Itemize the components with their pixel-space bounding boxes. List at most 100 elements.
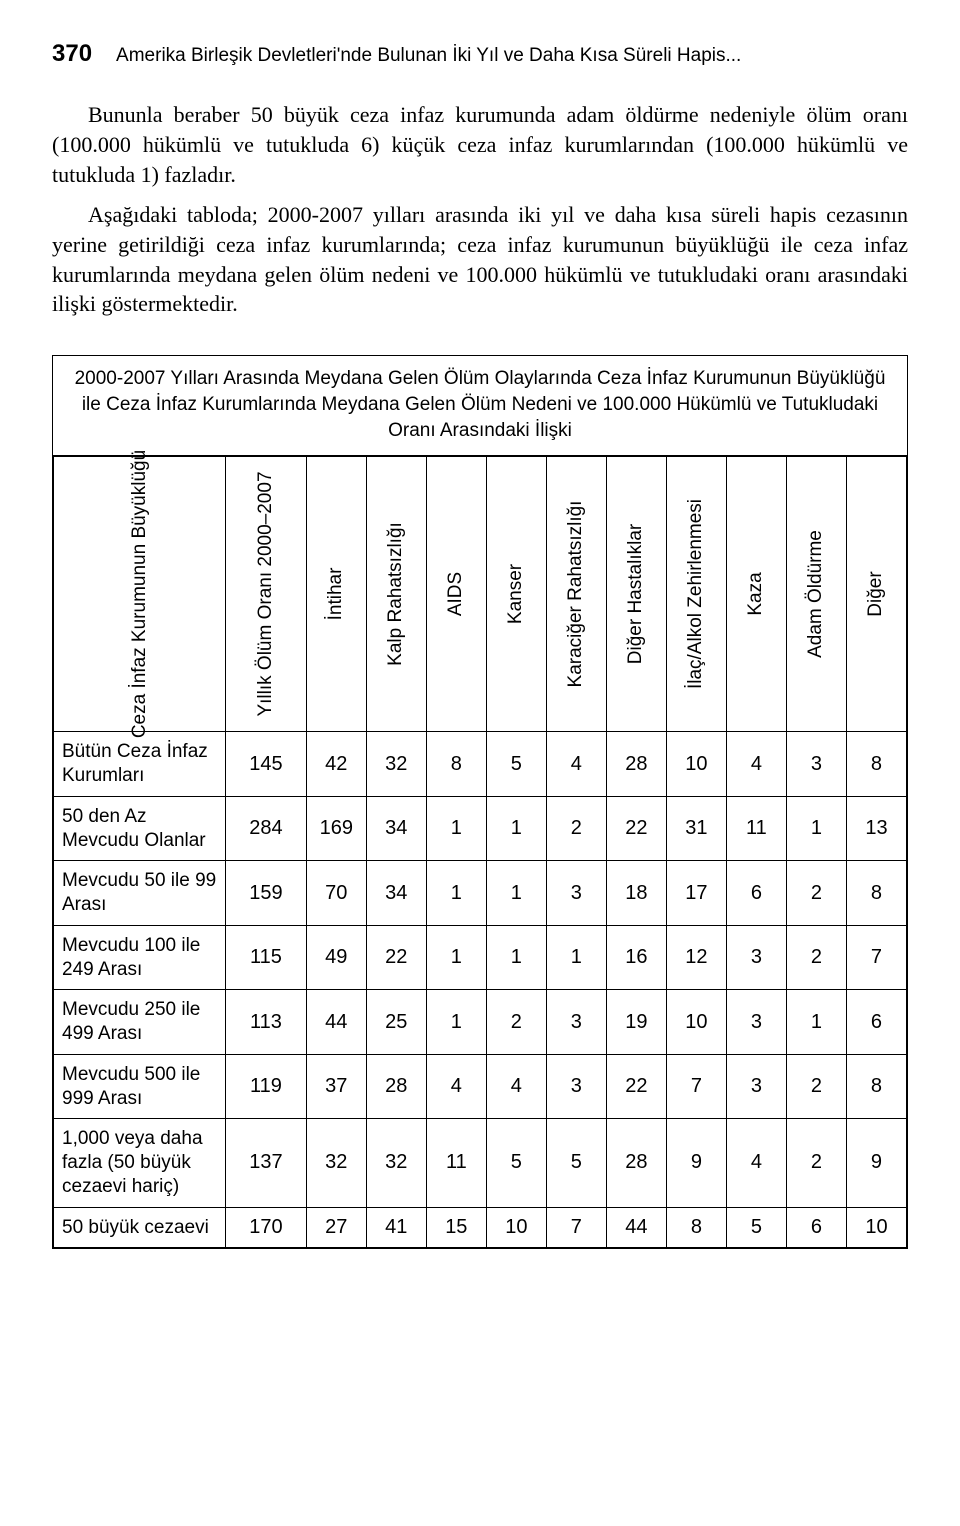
col-header-label: İlaç/Alkol Zehirlenmesi xyxy=(685,499,707,689)
table-cell: 9 xyxy=(666,1119,726,1207)
page-number: 370 xyxy=(52,40,92,68)
table-cell: 3 xyxy=(546,1054,606,1119)
table-row: Mevcudu 50 ile 99 Arası15970341131817628 xyxy=(54,861,907,926)
table-cell: 3 xyxy=(726,925,786,990)
table-cell: 6 xyxy=(726,861,786,926)
table-cell: 1 xyxy=(426,861,486,926)
table-cell: 10 xyxy=(666,732,726,797)
table-row: Bütün Ceza İnfaz Kurumları14542328542810… xyxy=(54,732,907,797)
col-header-3: Kalp Rahatsızlığı xyxy=(366,457,426,732)
table-cell: 1 xyxy=(486,796,546,861)
row-label: 1,000 veya daha fazla (50 büyük cezaevi … xyxy=(54,1119,226,1207)
table-cell: 8 xyxy=(846,1054,906,1119)
table-cell: 7 xyxy=(546,1207,606,1248)
table-cell: 8 xyxy=(666,1207,726,1248)
row-label: Mevcudu 50 ile 99 Arası xyxy=(54,861,226,926)
col-header-label: Yıllık Ölüm Oranı 2000–2007 xyxy=(255,472,277,717)
col-header-label: İntihar xyxy=(325,568,347,621)
table-cell: 115 xyxy=(226,925,307,990)
table-cell: 2 xyxy=(786,925,846,990)
table-cell: 5 xyxy=(726,1207,786,1248)
table-cell: 5 xyxy=(546,1119,606,1207)
table-cell: 3 xyxy=(546,990,606,1055)
row-label: 50 den Az Mevcudu Olanlar xyxy=(54,796,226,861)
col-header-label: Kanser xyxy=(505,564,527,624)
table-body: Bütün Ceza İnfaz Kurumları14542328542810… xyxy=(54,732,907,1248)
table-cell: 18 xyxy=(606,861,666,926)
table-cell: 2 xyxy=(786,861,846,926)
table-cell: 8 xyxy=(846,732,906,797)
table-cell: 4 xyxy=(546,732,606,797)
table-cell: 137 xyxy=(226,1119,307,1207)
table-cell: 1 xyxy=(786,796,846,861)
col-header-label: AIDS xyxy=(445,572,467,616)
table-row: Mevcudu 100 ile 249 Arası115492211116123… xyxy=(54,925,907,990)
table-cell: 2 xyxy=(486,990,546,1055)
table-cell: 44 xyxy=(306,990,366,1055)
col-header-label: Diğer xyxy=(865,572,887,617)
table-cell: 32 xyxy=(306,1119,366,1207)
table-cell: 3 xyxy=(726,990,786,1055)
table-cell: 10 xyxy=(666,990,726,1055)
col-header-5: Kanser xyxy=(486,457,546,732)
col-header-2: İntihar xyxy=(306,457,366,732)
table-cell: 2 xyxy=(786,1054,846,1119)
table-cell: 25 xyxy=(366,990,426,1055)
table-cell: 10 xyxy=(846,1207,906,1248)
col-header-label: Diğer Hastalıklar xyxy=(625,524,647,664)
table-cell: 2 xyxy=(546,796,606,861)
table-cell: 159 xyxy=(226,861,307,926)
body-paragraph-2: Aşağıdaki tabloda; 2000-2007 yılları ara… xyxy=(52,200,908,320)
data-table: Ceza İnfaz Kurumunun Büyüklüğü Yıllık Öl… xyxy=(53,456,907,1248)
table-row: 1,000 veya daha fazla (50 büyük cezaevi … xyxy=(54,1119,907,1207)
table-cell: 170 xyxy=(226,1207,307,1248)
table-cell: 11 xyxy=(426,1119,486,1207)
table-cell: 1 xyxy=(486,925,546,990)
table-cell: 169 xyxy=(306,796,366,861)
table-cell: 41 xyxy=(366,1207,426,1248)
table-cell: 28 xyxy=(366,1054,426,1119)
table-cell: 6 xyxy=(786,1207,846,1248)
table-cell: 5 xyxy=(486,1119,546,1207)
table-cell: 1 xyxy=(486,861,546,926)
table-cell: 37 xyxy=(306,1054,366,1119)
table-cell: 22 xyxy=(606,796,666,861)
table-cell: 42 xyxy=(306,732,366,797)
table-cell: 22 xyxy=(606,1054,666,1119)
table-cell: 5 xyxy=(486,732,546,797)
table-cell: 49 xyxy=(306,925,366,990)
table-header-row: Ceza İnfaz Kurumunun Büyüklüğü Yıllık Öl… xyxy=(54,457,907,732)
table-cell: 1 xyxy=(426,796,486,861)
col-header-4: AIDS xyxy=(426,457,486,732)
col-header-10: Adam Öldürme xyxy=(786,457,846,732)
table-cell: 4 xyxy=(726,1119,786,1207)
col-header-6: Karaciğer Rahatsızlığı xyxy=(546,457,606,732)
table-cell: 8 xyxy=(426,732,486,797)
table-cell: 34 xyxy=(366,796,426,861)
table-cell: 4 xyxy=(726,732,786,797)
table-cell: 19 xyxy=(606,990,666,1055)
row-label: Mevcudu 500 ile 999 Arası xyxy=(54,1054,226,1119)
table-cell: 9 xyxy=(846,1119,906,1207)
col-header-8: İlaç/Alkol Zehirlenmesi xyxy=(666,457,726,732)
table-cell: 8 xyxy=(846,861,906,926)
table-cell: 113 xyxy=(226,990,307,1055)
table-cell: 15 xyxy=(426,1207,486,1248)
table-cell: 7 xyxy=(666,1054,726,1119)
table-cell: 22 xyxy=(366,925,426,990)
col-header-9: Kaza xyxy=(726,457,786,732)
row-label: 50 büyük cezaevi xyxy=(54,1207,226,1248)
table-cell: 1 xyxy=(786,990,846,1055)
row-label: Bütün Ceza İnfaz Kurumları xyxy=(54,732,226,797)
data-table-wrap: 2000-2007 Yılları Arasında Meydana Gelen… xyxy=(52,355,908,1249)
table-cell: 10 xyxy=(486,1207,546,1248)
body-paragraph-1: Bununla beraber 50 büyük ceza infaz kuru… xyxy=(52,100,908,190)
table-cell: 4 xyxy=(426,1054,486,1119)
table-cell: 6 xyxy=(846,990,906,1055)
col-header-label: Karaciğer Rahatsızlığı xyxy=(565,501,587,688)
col-header-0: Ceza İnfaz Kurumunun Büyüklüğü xyxy=(54,457,226,732)
table-cell: 3 xyxy=(786,732,846,797)
table-row: 50 büyük cezaevi1702741151074485610 xyxy=(54,1207,907,1248)
table-cell: 16 xyxy=(606,925,666,990)
table-cell: 1 xyxy=(426,925,486,990)
